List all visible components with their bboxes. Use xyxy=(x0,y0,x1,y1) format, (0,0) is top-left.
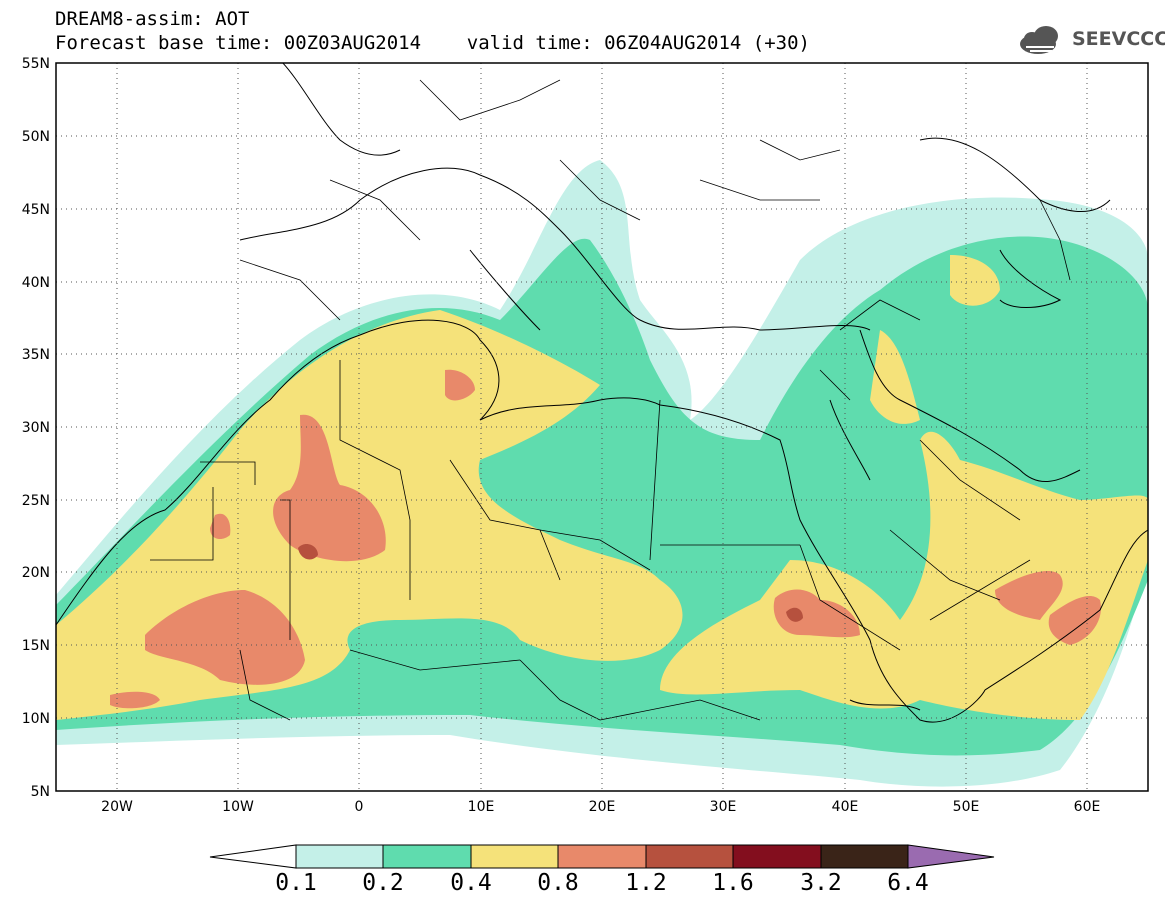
lat-tick-label: 20N xyxy=(22,565,50,581)
colorbar-label: 1.6 xyxy=(712,870,754,896)
lon-tick-labels: 20W 10W 0 10E 20E 30E 40E 50E 60E xyxy=(101,799,1100,815)
lon-tick-label: 10W xyxy=(222,799,254,815)
lon-tick-label: 40E xyxy=(832,799,859,815)
lon-tick-label: 60E xyxy=(1074,799,1101,815)
map-frame xyxy=(55,62,1149,792)
colorbar-swatch xyxy=(820,844,909,869)
colorbar-label: 0.4 xyxy=(450,870,492,896)
colorbar-high-arrow xyxy=(907,844,995,869)
colorbar-label: 3.2 xyxy=(800,870,842,896)
cloud-icon xyxy=(1020,26,1058,54)
aot-contour-0.8 xyxy=(110,369,1101,709)
lat-tick-label: 30N xyxy=(22,420,50,436)
lat-tick-label: 35N xyxy=(22,347,50,363)
lat-tick-labels: 55N 50N 45N 40N 35N 30N 25N 20N 15N 10N … xyxy=(22,56,50,800)
lat-tick-label: 25N xyxy=(22,493,50,509)
colorbar-label: 6.4 xyxy=(887,870,929,896)
colorbar-swatch xyxy=(382,844,472,869)
chart-title: DREAM8-assim: AOT xyxy=(55,8,250,30)
colorbar-low-arrow xyxy=(209,844,297,869)
lat-tick-label: 45N xyxy=(22,202,50,218)
colorbar-swatch xyxy=(470,844,559,869)
lon-tick-label: 10E xyxy=(468,799,495,815)
lat-tick-label: 5N xyxy=(31,784,50,800)
coastlines xyxy=(56,63,1148,723)
lon-tick-label: 30E xyxy=(710,799,737,815)
forecast-times: Forecast base time: 00Z03AUG2014 valid t… xyxy=(55,32,810,54)
colorbar-label: 0.8 xyxy=(537,870,579,896)
colorbar-swatch xyxy=(645,844,734,869)
colorbar-swatch xyxy=(732,844,822,869)
grid xyxy=(56,63,1148,791)
country-borders xyxy=(150,79,1071,721)
colorbar xyxy=(209,844,995,869)
colorbar-label: 1.2 xyxy=(625,870,667,896)
lon-tick-label: 20W xyxy=(101,799,133,815)
lat-tick-label: 40N xyxy=(22,275,50,291)
colorbar-label: 0.2 xyxy=(362,870,404,896)
colorbar-swatch xyxy=(295,844,384,869)
lat-tick-label: 50N xyxy=(22,129,50,145)
colorbar-label: 0.1 xyxy=(275,870,317,896)
lon-tick-label: 0 xyxy=(355,799,364,815)
lat-tick-label: 15N xyxy=(22,638,50,654)
lon-tick-label: 50E xyxy=(953,799,980,815)
aot-contour-0.4 xyxy=(56,255,1148,720)
lat-tick-label: 10N xyxy=(22,711,50,727)
logo-text: SEEVCCC xyxy=(1072,28,1165,50)
lon-tick-label: 20E xyxy=(589,799,616,815)
lat-tick-label: 55N xyxy=(22,56,50,72)
colorbar-swatch xyxy=(557,844,647,869)
